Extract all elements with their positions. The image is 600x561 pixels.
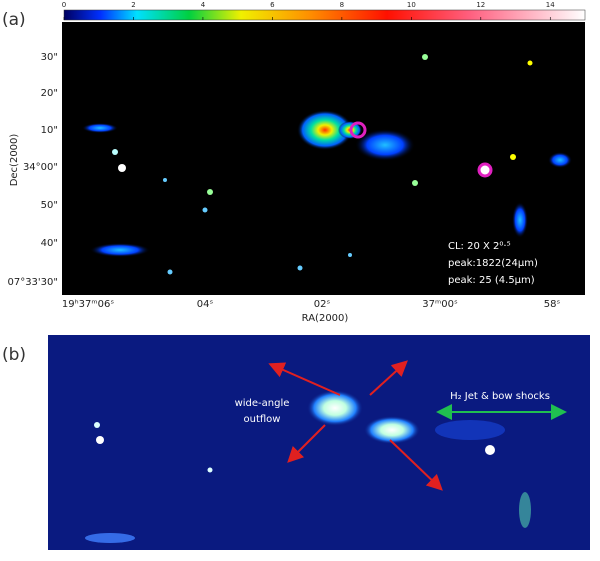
y-tick-label: 50" [41,200,58,211]
annotation: peak: 25 (4.5μm) [448,275,535,286]
y-tick-label: 30" [41,52,58,63]
x-tick-label: 37ᵐ00ˢ [422,299,458,310]
colorbar-tick-label: 4 [201,1,206,9]
colorbar-tick-label: 14 [546,1,555,9]
y-axis-label: Dec(2000) [9,134,20,187]
annotation: peak:1822(24μm) [448,258,538,269]
x-tick-label: 04ˢ [197,299,214,310]
x-tick-label: 02ˢ [314,299,331,310]
colorbar-tick-label: 12 [476,1,485,9]
y-tick-label: 34°00" [23,162,58,173]
y-tick-label: 10" [41,125,58,136]
x-tick-label: 19ʰ37ᵐ06ˢ [62,299,114,310]
emission [85,390,531,543]
colorbar-tick-label: 2 [131,1,135,9]
y-tick-label: 20" [41,88,58,99]
colorbar-tick-label: 0 [62,1,66,9]
panel-label: (a) [2,10,26,30]
annotation: H₂ Jet & bow shocks [450,391,550,402]
colorbar-tick-label: 6 [270,1,275,9]
colorbar-tick-label: 10 [407,1,416,9]
arrows [268,360,567,491]
x-axis-label: RA(2000) [302,313,349,324]
image-panel-b [48,335,590,550]
colorbar [63,9,586,21]
x-tick-label: 58ˢ [544,299,561,310]
y-tick-label: 40" [41,238,58,249]
annotation: wide-angle [235,398,290,409]
colorbar-tick-label: 8 [340,1,344,9]
y-tick-label: 07°33'30" [7,277,58,288]
annotation: outflow [244,414,281,425]
panel-label: (b) [2,345,26,365]
emission [82,54,572,275]
annotation: CL: 20 X 2⁰·⁵ [448,241,511,252]
